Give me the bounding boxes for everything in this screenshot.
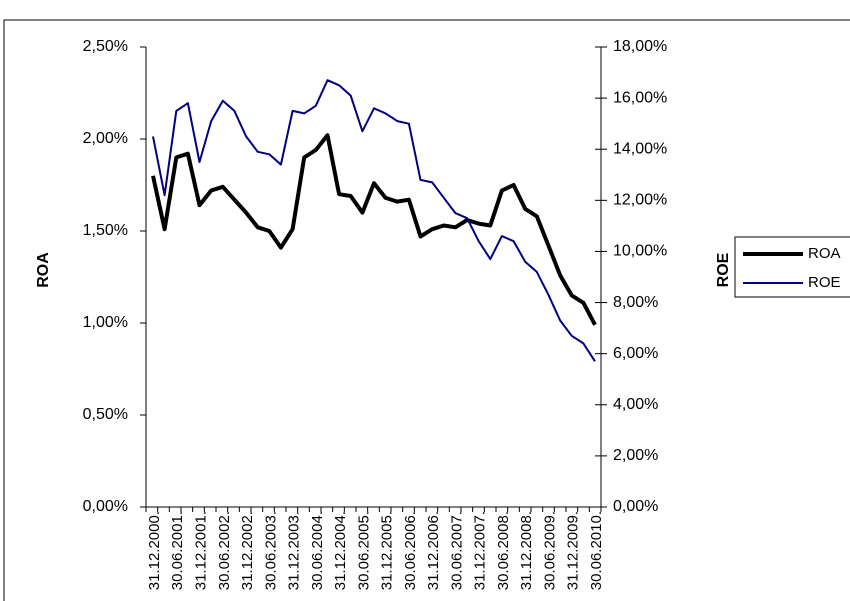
y-axis-title: ROA	[35, 252, 52, 288]
x-tick-label: 30.06.2009.	[541, 511, 558, 590]
x-tick-label: 31.12.2005.	[379, 511, 396, 590]
x-tick-label: 31.12.2006.	[425, 511, 442, 590]
y2-tick-label: 16,00%	[613, 89, 667, 106]
y-tick-label: 1,50%	[83, 222, 128, 239]
y2-tick-label: 18,00%	[613, 38, 667, 55]
legend-label: ROA	[808, 245, 841, 262]
y-tick-label: 1,00%	[83, 314, 128, 331]
y2-tick-label: 8,00%	[613, 294, 658, 311]
x-tick-label: 30.06.2004.	[309, 511, 326, 590]
x-tick-label: 30.06.2003.	[262, 511, 279, 590]
y2-tick-label: 0,00%	[613, 498, 658, 515]
x-tick-label: 31.12.2004.	[332, 511, 349, 590]
y-tick-label: 2,00%	[83, 130, 128, 147]
y2-axis-title: ROE	[715, 252, 732, 287]
y-tick-label: 0,00%	[83, 498, 128, 515]
x-tick-label: 31.12.2003.	[286, 511, 303, 590]
y2-tick-label: 6,00%	[613, 345, 658, 362]
x-tick-label: 30.06.2002.	[216, 511, 233, 590]
x-tick-label: 30.06.2010.	[588, 511, 605, 590]
line-series	[152, 79, 596, 362]
x-tick-label: 31.12.2007.	[472, 511, 489, 590]
y2-tick-label: 10,00%	[613, 243, 667, 260]
x-tick-label: 30.06.2005.	[355, 511, 372, 590]
legend-box	[734, 236, 850, 298]
x-tick-label: 31.12.2000.	[146, 511, 163, 590]
x-tick-label: 31.12.2001.	[192, 511, 209, 590]
x-tick-label: 30.06.2008.	[495, 511, 512, 590]
x-tick-label: 31.12.2009.	[565, 511, 582, 590]
x-tick-label: 30.06.2006.	[402, 511, 419, 590]
y2-tick-label: 14,00%	[613, 140, 667, 157]
y2-tick-label: 12,00%	[613, 192, 667, 209]
y2-tick-label: 2,00%	[613, 447, 658, 464]
y-tick-label: 0,50%	[83, 406, 128, 423]
y2-tick-label: 4,00%	[613, 396, 658, 413]
x-tick-label: 31.12.2002.	[239, 511, 256, 590]
line-series	[151, 133, 597, 326]
x-tick-label: 30.06.2001.	[169, 511, 186, 590]
chart-frame	[3, 19, 850, 601]
x-tick-label: 30.06.2007.	[448, 511, 465, 590]
x-tick-label: 31.12.2008.	[518, 511, 535, 590]
legend-label: ROE	[808, 274, 841, 291]
y-tick-label: 2,50%	[83, 38, 128, 55]
